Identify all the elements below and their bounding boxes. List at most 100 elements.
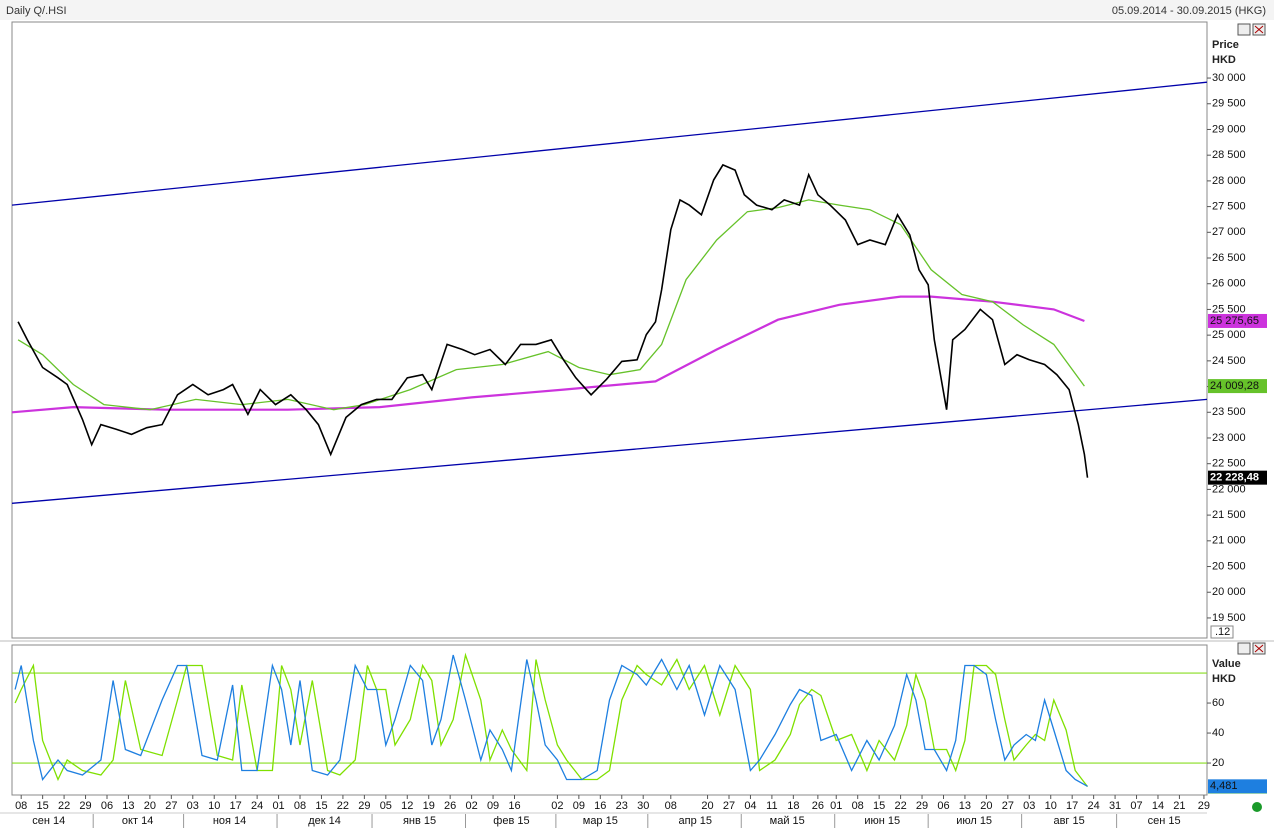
x-tick-label: 10 bbox=[208, 800, 220, 812]
x-tick-label: 17 bbox=[230, 800, 242, 812]
x-tick-label: 02 bbox=[551, 800, 563, 812]
y-tick-label: 27 000 bbox=[1212, 226, 1246, 238]
oscillator-panel-frame bbox=[11, 644, 1208, 796]
y-tick-label: 22 000 bbox=[1212, 483, 1246, 495]
y-tick-label: 21 000 bbox=[1212, 535, 1246, 547]
series-line bbox=[12, 398, 1207, 504]
last-value-label: 25 275,65 bbox=[1210, 315, 1259, 327]
y-tick-label: 29 000 bbox=[1212, 123, 1246, 135]
month-label: янв 15 bbox=[403, 815, 436, 827]
plot-area bbox=[12, 81, 1207, 504]
month-label: июл 15 bbox=[956, 815, 992, 827]
y-axis-label: Value bbox=[1212, 658, 1241, 670]
y-tick-label: 20 000 bbox=[1212, 586, 1246, 598]
x-tick-label: 24 bbox=[251, 800, 263, 812]
last-value-marker bbox=[1208, 470, 1267, 485]
x-tick-label: 10 bbox=[1045, 800, 1057, 812]
x-tick-label: 09 bbox=[487, 800, 499, 812]
x-tick-label: 29 bbox=[79, 800, 91, 812]
x-tick-label: 23 bbox=[616, 800, 628, 812]
x-tick-label: 20 bbox=[701, 800, 713, 812]
series-line bbox=[14, 652, 1089, 787]
x-tick-label: 29 bbox=[916, 800, 928, 812]
month-label: ноя 14 bbox=[213, 815, 246, 827]
x-tick-label: 15 bbox=[315, 800, 327, 812]
x-tick-label: 30 bbox=[637, 800, 649, 812]
chart-title: Daily Q/.HSI bbox=[6, 5, 67, 17]
status-indicator bbox=[1252, 802, 1262, 812]
y-tick-label: 28 000 bbox=[1212, 175, 1246, 187]
y-axis-label: Price bbox=[1212, 39, 1239, 51]
series-line bbox=[12, 295, 1085, 414]
x-tick-label: 26 bbox=[444, 800, 456, 812]
x-tick-label: 05 bbox=[380, 800, 392, 812]
y-tick-label: 23 500 bbox=[1212, 406, 1246, 418]
x-tick-label: 07 bbox=[1130, 800, 1142, 812]
x-tick-label: 01 bbox=[272, 800, 284, 812]
x-tick-label: 29 bbox=[1198, 800, 1210, 812]
maximize-button[interactable] bbox=[1237, 642, 1251, 655]
series-line bbox=[12, 81, 1207, 206]
x-tick-label: 15 bbox=[37, 800, 49, 812]
x-tick-label: 16 bbox=[594, 800, 606, 812]
price-panel-frame bbox=[11, 21, 1208, 639]
x-tick-label: 24 bbox=[1088, 800, 1100, 812]
x-tick-label: 06 bbox=[937, 800, 949, 812]
y-tick-label: 23 000 bbox=[1212, 432, 1246, 444]
x-tick-label: 06 bbox=[101, 800, 113, 812]
date-range: 05.09.2014 - 30.09.2015 (HKG) bbox=[1112, 5, 1266, 17]
maximize-button[interactable] bbox=[1237, 23, 1251, 36]
y-axis-unit: HKD bbox=[1212, 54, 1236, 66]
x-tick-label: 01 bbox=[830, 800, 842, 812]
last-value-label: 22 228,48 bbox=[1210, 472, 1259, 484]
x-tick-label: 27 bbox=[1002, 800, 1014, 812]
x-tick-label: 20 bbox=[144, 800, 156, 812]
y-tick-label: 25 000 bbox=[1212, 329, 1246, 341]
y-tick-label: 30 000 bbox=[1212, 72, 1246, 84]
y-tick-label: 28 500 bbox=[1212, 149, 1246, 161]
month-label: сен 14 bbox=[32, 815, 65, 827]
month-label: фев 15 bbox=[493, 815, 529, 827]
scale-box bbox=[1210, 625, 1234, 639]
x-tick-label: 27 bbox=[165, 800, 177, 812]
x-tick-label: 29 bbox=[358, 800, 370, 812]
close-icon bbox=[1254, 25, 1264, 34]
y-tick-label: 19 500 bbox=[1212, 612, 1246, 624]
x-tick-label: 02 bbox=[465, 800, 477, 812]
month-label: дек 14 bbox=[308, 815, 341, 827]
plot-area bbox=[14, 652, 1089, 787]
y-axis-unit: HKD bbox=[1212, 673, 1236, 685]
month-label: сен 15 bbox=[1148, 815, 1181, 827]
panel-buttons[interactable] bbox=[1237, 23, 1266, 655]
x-tick-label: 22 bbox=[58, 800, 70, 812]
x-tick-label: 19 bbox=[423, 800, 435, 812]
last-value-marker bbox=[1208, 313, 1267, 328]
last-value-marker bbox=[1208, 779, 1267, 794]
y-tick-label: 60 bbox=[1212, 697, 1224, 709]
x-tick-label: 03 bbox=[1023, 800, 1035, 812]
month-label: авг 15 bbox=[1053, 815, 1084, 827]
last-value-label: 24 009,28 bbox=[1210, 380, 1259, 392]
y-tick-label: 21 500 bbox=[1212, 509, 1246, 521]
x-tick-label: 17 bbox=[1066, 800, 1078, 812]
y-tick-label: 25 500 bbox=[1212, 303, 1246, 315]
x-tick-label: 18 bbox=[787, 800, 799, 812]
x-tick-label: 13 bbox=[959, 800, 971, 812]
last-value-marker bbox=[1208, 379, 1267, 394]
x-tick-label: 08 bbox=[852, 800, 864, 812]
y-tick-label: 29 500 bbox=[1212, 98, 1246, 110]
x-tick-label: 15 bbox=[873, 800, 885, 812]
x-tick-label: 11 bbox=[766, 800, 777, 812]
x-tick-label: 13 bbox=[122, 800, 134, 812]
y-tick-label: 26 500 bbox=[1212, 252, 1246, 264]
y-tick-label: 40 bbox=[1212, 727, 1224, 739]
month-label: апр 15 bbox=[679, 815, 712, 827]
y-tick-label: 27 500 bbox=[1212, 201, 1246, 213]
x-tick-label: 04 bbox=[744, 800, 756, 812]
x-tick-label: 27 bbox=[723, 800, 735, 812]
x-tick-label: 12 bbox=[401, 800, 413, 812]
x-tick-label: 22 bbox=[337, 800, 349, 812]
x-tick-label: 31 bbox=[1109, 800, 1121, 812]
month-label: июн 15 bbox=[864, 815, 900, 827]
x-tick-label: 21 bbox=[1173, 800, 1185, 812]
